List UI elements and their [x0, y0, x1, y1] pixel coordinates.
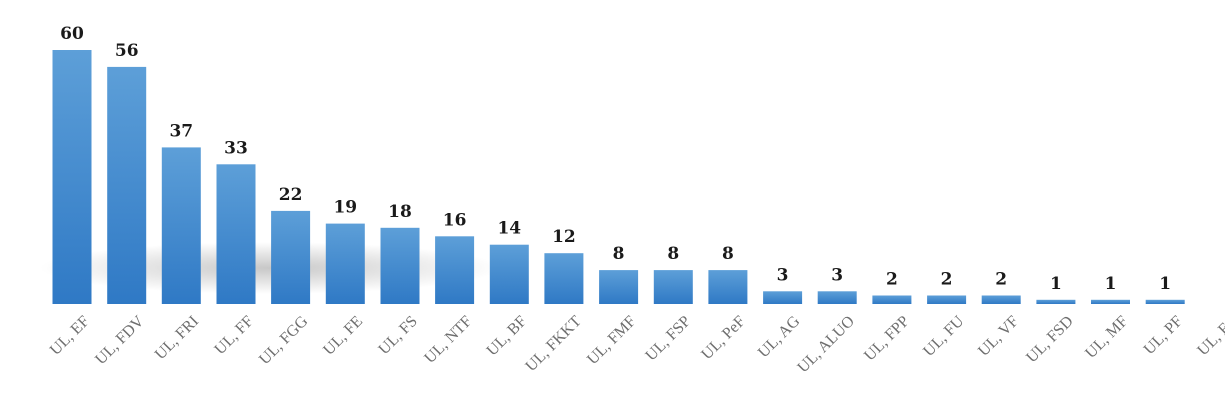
category-label-18: UL, FSD — [1023, 313, 1077, 367]
data-label-19: 1 — [1105, 274, 1117, 294]
bar-20 — [1145, 299, 1185, 304]
data-label-8: 14 — [497, 219, 521, 239]
data-label-7: 16 — [443, 210, 467, 230]
category-label-14: UL, ALUO — [794, 313, 858, 377]
category-labels-group: UL, EF UL, FDV UL, FRI UL, FF UL, FGG UL, FE U… — [47, 312, 1225, 376]
bar-14 — [817, 291, 857, 304]
data-label-18: 1 — [1050, 274, 1062, 294]
bar-18 — [1036, 299, 1076, 304]
data-label-2: 37 — [169, 121, 193, 141]
category-label-4: UL, FGG — [256, 312, 312, 368]
bar-3 — [216, 164, 256, 304]
category-label-12: UL, PeF — [698, 313, 748, 363]
bar-0 — [52, 50, 92, 304]
data-label-9: 12 — [552, 227, 576, 247]
bar-7 — [435, 236, 475, 304]
data-label-10: 8 — [613, 244, 625, 264]
data-label-12: 8 — [722, 244, 734, 264]
bar-8 — [489, 244, 529, 304]
bar-6 — [380, 227, 420, 304]
data-label-6: 18 — [388, 202, 412, 222]
category-label-13: UL, AG — [755, 312, 804, 361]
bar-2 — [161, 147, 201, 304]
bar-15 — [872, 295, 912, 304]
bar-4 — [271, 210, 311, 304]
category-label-2: UL, FRI — [152, 313, 202, 363]
category-label-8: UL, BF — [484, 313, 531, 360]
data-label-15: 2 — [886, 270, 898, 290]
category-label-11: UL, FSP — [642, 313, 694, 365]
data-label-11: 8 — [667, 244, 679, 264]
bar-13 — [763, 291, 803, 304]
bar-1 — [107, 66, 147, 305]
data-label-3: 33 — [224, 138, 248, 158]
category-label-9: UL, FKKT — [522, 313, 584, 375]
bars-group — [52, 50, 1185, 305]
category-label-19: UL, MF — [1082, 313, 1131, 362]
category-label-15: UL, FPP — [861, 313, 913, 365]
data-label-16: 2 — [941, 270, 953, 290]
bar-16 — [927, 295, 967, 304]
bar-11 — [653, 270, 693, 304]
bar-17 — [981, 295, 1021, 304]
category-label-17: UL, VF — [975, 313, 1022, 360]
category-label-3: UL, FF — [211, 313, 256, 358]
data-label-5: 19 — [333, 198, 357, 218]
category-label-7: UL, NTF — [421, 313, 475, 367]
bar-12 — [708, 270, 748, 304]
data-label-17: 2 — [995, 270, 1007, 290]
category-label-0: UL, EF — [47, 313, 93, 359]
bar-19 — [1091, 299, 1130, 304]
value-labels-group: 60563733221918161412888332221110 — [60, 24, 1171, 294]
bar-5 — [325, 223, 365, 304]
category-label-10: UL, FMF — [584, 313, 639, 368]
data-label-0: 60 — [60, 24, 84, 44]
category-label-5: UL, FE — [320, 313, 366, 359]
data-label-13: 3 — [777, 265, 789, 285]
category-label-21: UL, FA — [1194, 312, 1225, 359]
category-label-6: UL, FS — [375, 313, 420, 358]
category-label-1: UL, FDV — [92, 312, 148, 368]
data-label-20: 1 — [1159, 274, 1171, 294]
data-label-1: 56 — [115, 41, 139, 61]
category-label-16: UL, FU — [920, 312, 968, 360]
bar-9 — [544, 253, 584, 304]
data-label-4: 22 — [279, 185, 303, 205]
bar-10 — [599, 270, 639, 304]
data-label-14: 3 — [831, 265, 843, 285]
category-label-20: UL, PF — [1141, 313, 1186, 358]
